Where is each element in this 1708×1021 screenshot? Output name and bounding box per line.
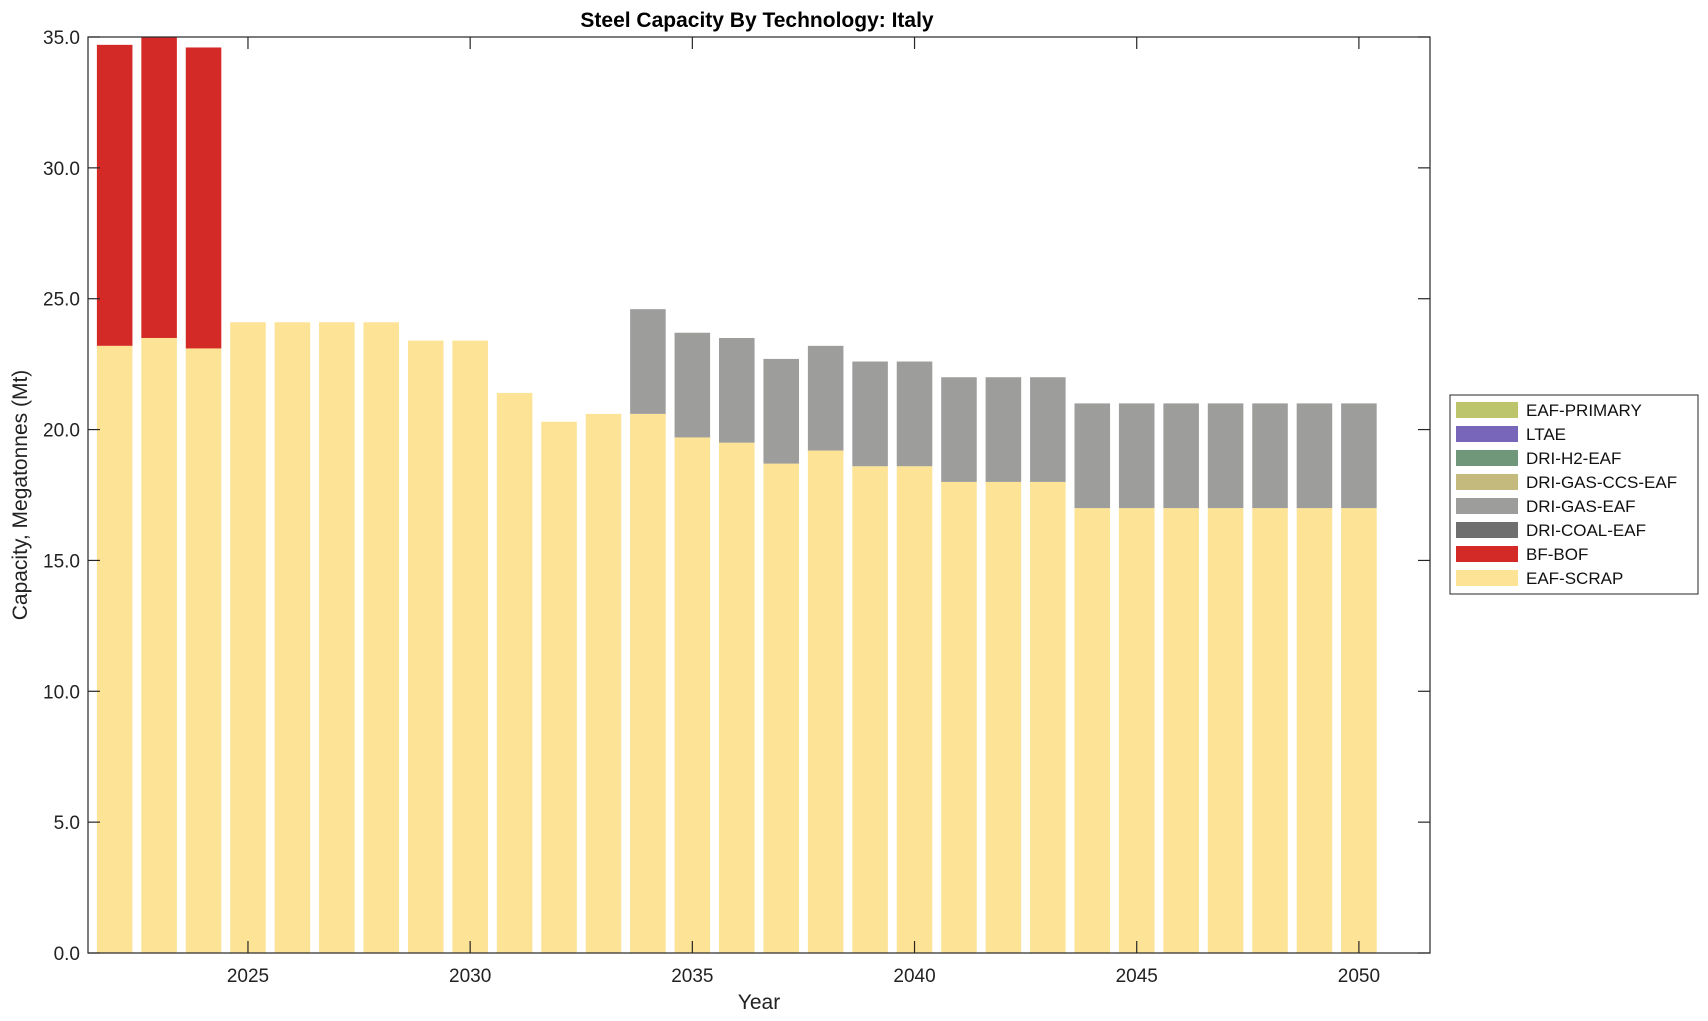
bar-dri-gas-eaf-2042 [985, 377, 1022, 482]
bar-dri-gas-eaf-2037 [763, 358, 799, 464]
x-tick-label: 2025 [227, 966, 269, 987]
x-tick-label: 2030 [449, 966, 491, 987]
legend-swatch-bf-bof [1456, 546, 1518, 562]
y-tick-label: 15.0 [43, 551, 80, 572]
bar-eaf-scrap-2022 [96, 345, 133, 953]
axes-group: 0.0 5.0 10.0 15.0 20.0 25.0 30.0 35.0 2025 2030 20… [43, 28, 1430, 987]
bar-bf-bof-2022 [96, 44, 133, 346]
x-tick-label: 2050 [1338, 966, 1380, 987]
bar-eaf-scrap-2039 [852, 466, 888, 953]
bar-dri-gas-eaf-2041 [941, 377, 977, 482]
bar-eaf-scrap-2046 [1163, 508, 1199, 953]
y-tick-label: 20.0 [43, 421, 80, 442]
bar-eaf-scrap-2028 [363, 322, 400, 953]
bar-dri-gas-eaf-2036 [719, 337, 755, 443]
bar-eaf-scrap-2030 [452, 340, 488, 954]
bar-dri-gas-eaf-2035 [674, 332, 711, 438]
legend-box [1449, 394, 1699, 595]
y-tick-label: 5.0 [54, 813, 80, 834]
x-tick-label: 2040 [893, 966, 935, 987]
bar-eaf-scrap-2041 [941, 481, 977, 953]
bar-bf-bof-2024 [185, 47, 222, 349]
x-axis-label: Year [738, 991, 780, 1014]
bar-dri-gas-eaf-2038 [807, 345, 844, 451]
legend-swatch-eaf-scrap [1456, 570, 1518, 586]
x-tick-label: 2045 [1116, 966, 1158, 987]
legend-label-bf-bof: BF-BOF [1526, 545, 1588, 564]
bar-dri-gas-eaf-2047 [1207, 403, 1244, 509]
bar-dri-gas-eaf-2049 [1296, 403, 1333, 509]
bar-dri-gas-eaf-2034 [630, 309, 666, 414]
legend-swatch-dri-h2-eaf [1456, 450, 1518, 466]
legend-swatch-dri-coal-eaf [1456, 522, 1518, 538]
bar-eaf-scrap-2036 [719, 442, 755, 953]
bar-eaf-scrap-2042 [985, 481, 1022, 953]
bar-eaf-scrap-2025 [230, 322, 266, 953]
bar-eaf-scrap-2038 [807, 450, 844, 953]
legend-label-eaf-scrap: EAF-SCRAP [1526, 569, 1623, 588]
bar-eaf-scrap-2050 [1341, 508, 1377, 953]
legend-label-dri-gas-ccs-eaf: DRI-GAS-CCS-EAF [1526, 473, 1677, 492]
y-axis-label: Capacity, Megatonnes (Mt) [9, 370, 32, 621]
bar-eaf-scrap-2040 [896, 466, 933, 953]
legend-swatch-ltae [1456, 426, 1518, 442]
legend: EAF-PRIMARY LTAE DRI-H2-EAF DRI-GAS-CCS-EAF… [1449, 394, 1699, 595]
plot-border [87, 36, 1431, 954]
bar-dri-gas-eaf-2043 [1030, 377, 1066, 482]
legend-label-ltae: LTAE [1526, 425, 1566, 444]
bar-eaf-scrap-2047 [1207, 508, 1244, 953]
bar-dri-gas-eaf-2039 [852, 361, 888, 467]
bar-dri-gas-eaf-2044 [1074, 403, 1111, 509]
bar-dri-gas-eaf-2048 [1252, 403, 1288, 509]
bar-eaf-scrap-2048 [1252, 508, 1288, 953]
bar-dri-gas-eaf-2046 [1163, 403, 1199, 509]
bar-eaf-scrap-2043 [1030, 481, 1066, 953]
x-tick-label: 2035 [671, 966, 713, 987]
bar-eaf-scrap-2037 [763, 463, 799, 953]
bar-eaf-scrap-2032 [541, 421, 577, 954]
bar-eaf-scrap-2026 [274, 322, 311, 953]
bar-dri-gas-eaf-2045 [1118, 403, 1155, 509]
bar-dri-gas-eaf-2040 [896, 361, 933, 467]
chart-title: Steel Capacity By Technology: Italy [580, 9, 934, 32]
bar-eaf-scrap-2033 [585, 413, 622, 953]
bar-eaf-scrap-2035 [674, 437, 711, 953]
legend-swatch-dri-gas-eaf [1456, 498, 1518, 514]
y-tick-label: 0.0 [54, 944, 80, 965]
legend-label-eaf-primary: EAF-PRIMARY [1526, 401, 1642, 420]
bar-eaf-scrap-2049 [1296, 508, 1333, 953]
legend-label-dri-coal-eaf: DRI-COAL-EAF [1526, 521, 1646, 540]
bar-eaf-scrap-2024 [185, 348, 222, 953]
bar-eaf-scrap-2044 [1074, 508, 1111, 953]
bar-eaf-scrap-2045 [1118, 508, 1155, 953]
bar-dri-gas-eaf-2050 [1341, 403, 1377, 509]
bar-eaf-scrap-2029 [407, 340, 444, 954]
y-tick-label: 35.0 [43, 28, 80, 49]
bar-bf-bof-2023 [141, 37, 177, 338]
legend-swatch-eaf-primary [1456, 402, 1518, 418]
bar-eaf-scrap-2027 [319, 322, 355, 953]
bar-eaf-scrap-2031 [496, 392, 533, 953]
legend-label-dri-gas-eaf: DRI-GAS-EAF [1526, 497, 1636, 516]
bar-eaf-scrap-2023 [141, 337, 177, 954]
bar-eaf-scrap-2034 [630, 413, 666, 953]
legend-label-dri-h2-eaf: DRI-H2-EAF [1526, 449, 1621, 468]
plot-area [88, 37, 1430, 953]
y-tick-label: 30.0 [43, 159, 80, 180]
bars-group [96, 37, 1377, 954]
y-tick-label: 10.0 [43, 682, 80, 703]
y-tick-label: 25.0 [43, 290, 80, 311]
legend-swatch-dri-gas-ccs-eaf [1456, 474, 1518, 490]
